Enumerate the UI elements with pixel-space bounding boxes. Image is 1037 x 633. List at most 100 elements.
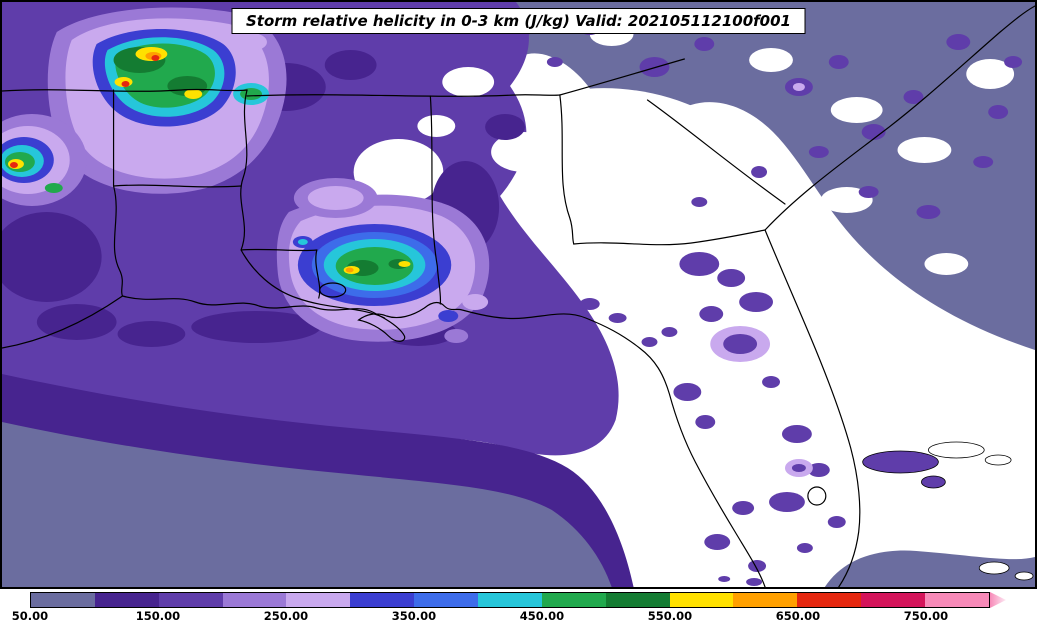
border-georgia-northeast — [559, 58, 685, 96]
contour-blob — [792, 83, 805, 91]
contour-blob — [695, 415, 716, 429]
contour-blob — [916, 205, 941, 219]
contour-blob — [438, 310, 459, 322]
contour-blob — [807, 463, 830, 477]
island-outline — [928, 441, 985, 459]
state-borders — [2, 5, 1035, 587]
contour-blob — [723, 334, 758, 354]
island-outline — [1014, 571, 1034, 581]
white-gap-georgia — [541, 88, 745, 234]
colorbar-segment-700 — [861, 593, 926, 607]
colorbar-segment-300 — [350, 593, 415, 607]
contour-blob — [444, 329, 469, 343]
colorbar-segment-450 — [541, 593, 606, 607]
colorbar-tick-650: 650.00 — [775, 609, 821, 623]
contour-blob — [691, 197, 708, 207]
contour-blob — [307, 186, 364, 210]
contour-blob — [44, 183, 63, 193]
colorbar-segment-500 — [605, 593, 670, 607]
contour-blob — [462, 294, 489, 310]
colorbar-ticks: 50.00 150.00 250.00 350.00 450.00 550.00 650.0… — [12, 608, 1030, 626]
contour-blob — [746, 578, 763, 586]
colorbar-tick-150: 150.00 — [135, 609, 181, 623]
white-gap — [897, 137, 952, 163]
colorbar-extend-tip — [990, 592, 1006, 608]
contour-blob — [546, 57, 563, 67]
contour-blob — [485, 114, 525, 140]
map-canvas — [2, 2, 1035, 587]
colorbar-tick-350: 350.00 — [391, 609, 437, 623]
white-gap — [491, 132, 557, 172]
contour-blob — [762, 376, 780, 388]
contour-blob — [946, 34, 971, 50]
border-arkansas-louisiana — [112, 184, 242, 188]
border-mississippi-alabama — [429, 95, 442, 305]
colorbar-segment-50 — [31, 593, 95, 607]
contour-blob — [739, 292, 774, 312]
contour-blob — [824, 550, 1035, 587]
contour-blob — [235, 33, 267, 51]
contour-blob — [903, 90, 924, 104]
contour-blob — [973, 156, 994, 168]
contour-blob — [694, 37, 715, 51]
contour-blob — [699, 306, 724, 322]
contour-blob — [184, 89, 203, 99]
contour-blob — [579, 298, 600, 310]
colorbar-segment-600 — [733, 593, 798, 607]
west-edge-max-cluster — [2, 114, 87, 206]
white-gaps — [353, 13, 1015, 275]
colorbar-segment-100 — [94, 593, 159, 607]
contour-blob — [858, 186, 879, 198]
contour-blob — [796, 543, 813, 553]
colorbar-tick-450: 450.00 — [519, 609, 565, 623]
border-georgia-southcarolina — [646, 99, 786, 205]
colorbar-segment-350 — [414, 593, 479, 607]
louisiana-max-cluster — [276, 178, 490, 343]
contour-blob — [324, 50, 377, 80]
contour-blob — [808, 146, 829, 158]
coast-florida-east — [764, 229, 861, 587]
lake-pontchartrain — [319, 282, 347, 298]
contour-blob — [2, 212, 102, 302]
contour-blob — [748, 560, 767, 572]
colorbar: 50.00 150.00 250.00 350.00 450.00 550.00 650.0… — [12, 592, 1030, 626]
contour-blob — [9, 162, 18, 168]
colorbar-tick-250: 250.00 — [263, 609, 309, 623]
contour-blob — [191, 311, 321, 343]
contour-blob — [121, 81, 130, 87]
white-gap — [353, 139, 444, 205]
border-georgia-florida — [573, 229, 766, 246]
island-outline — [978, 561, 1010, 575]
contour-blob — [2, 422, 612, 587]
border-alabama-georgia — [559, 94, 575, 245]
white-gap — [830, 97, 883, 123]
colorbar-body — [30, 592, 990, 608]
contour-blob — [639, 57, 670, 77]
border-mississippi-river — [240, 89, 248, 251]
white-gap — [749, 48, 793, 72]
contour-blob — [717, 269, 746, 287]
contour-blob — [828, 55, 849, 69]
colorbar-segment-200 — [222, 593, 287, 607]
coast-atlantic — [764, 5, 1035, 231]
white-gap — [924, 253, 969, 275]
border-tennessee — [246, 94, 561, 97]
border-louisiana-mississippi — [240, 248, 321, 299]
coast-gulf — [2, 295, 766, 587]
colorbar-row — [30, 592, 1030, 608]
border-north — [2, 88, 248, 92]
contour-blob — [988, 105, 1009, 119]
contour-blob — [297, 239, 308, 245]
white-gap — [966, 59, 1015, 89]
contour-blob — [673, 383, 702, 401]
contour-blob — [704, 534, 731, 550]
contour-blob — [827, 516, 846, 528]
border-texas-louisiana — [112, 185, 124, 297]
white-gap — [417, 115, 456, 137]
colorbar-segment-550 — [669, 593, 734, 607]
island-outline — [984, 454, 1012, 466]
contour-blob — [151, 55, 160, 61]
colorbar-segment-650 — [797, 593, 862, 607]
contour-blob — [732, 501, 755, 515]
contour-blob — [398, 261, 411, 267]
